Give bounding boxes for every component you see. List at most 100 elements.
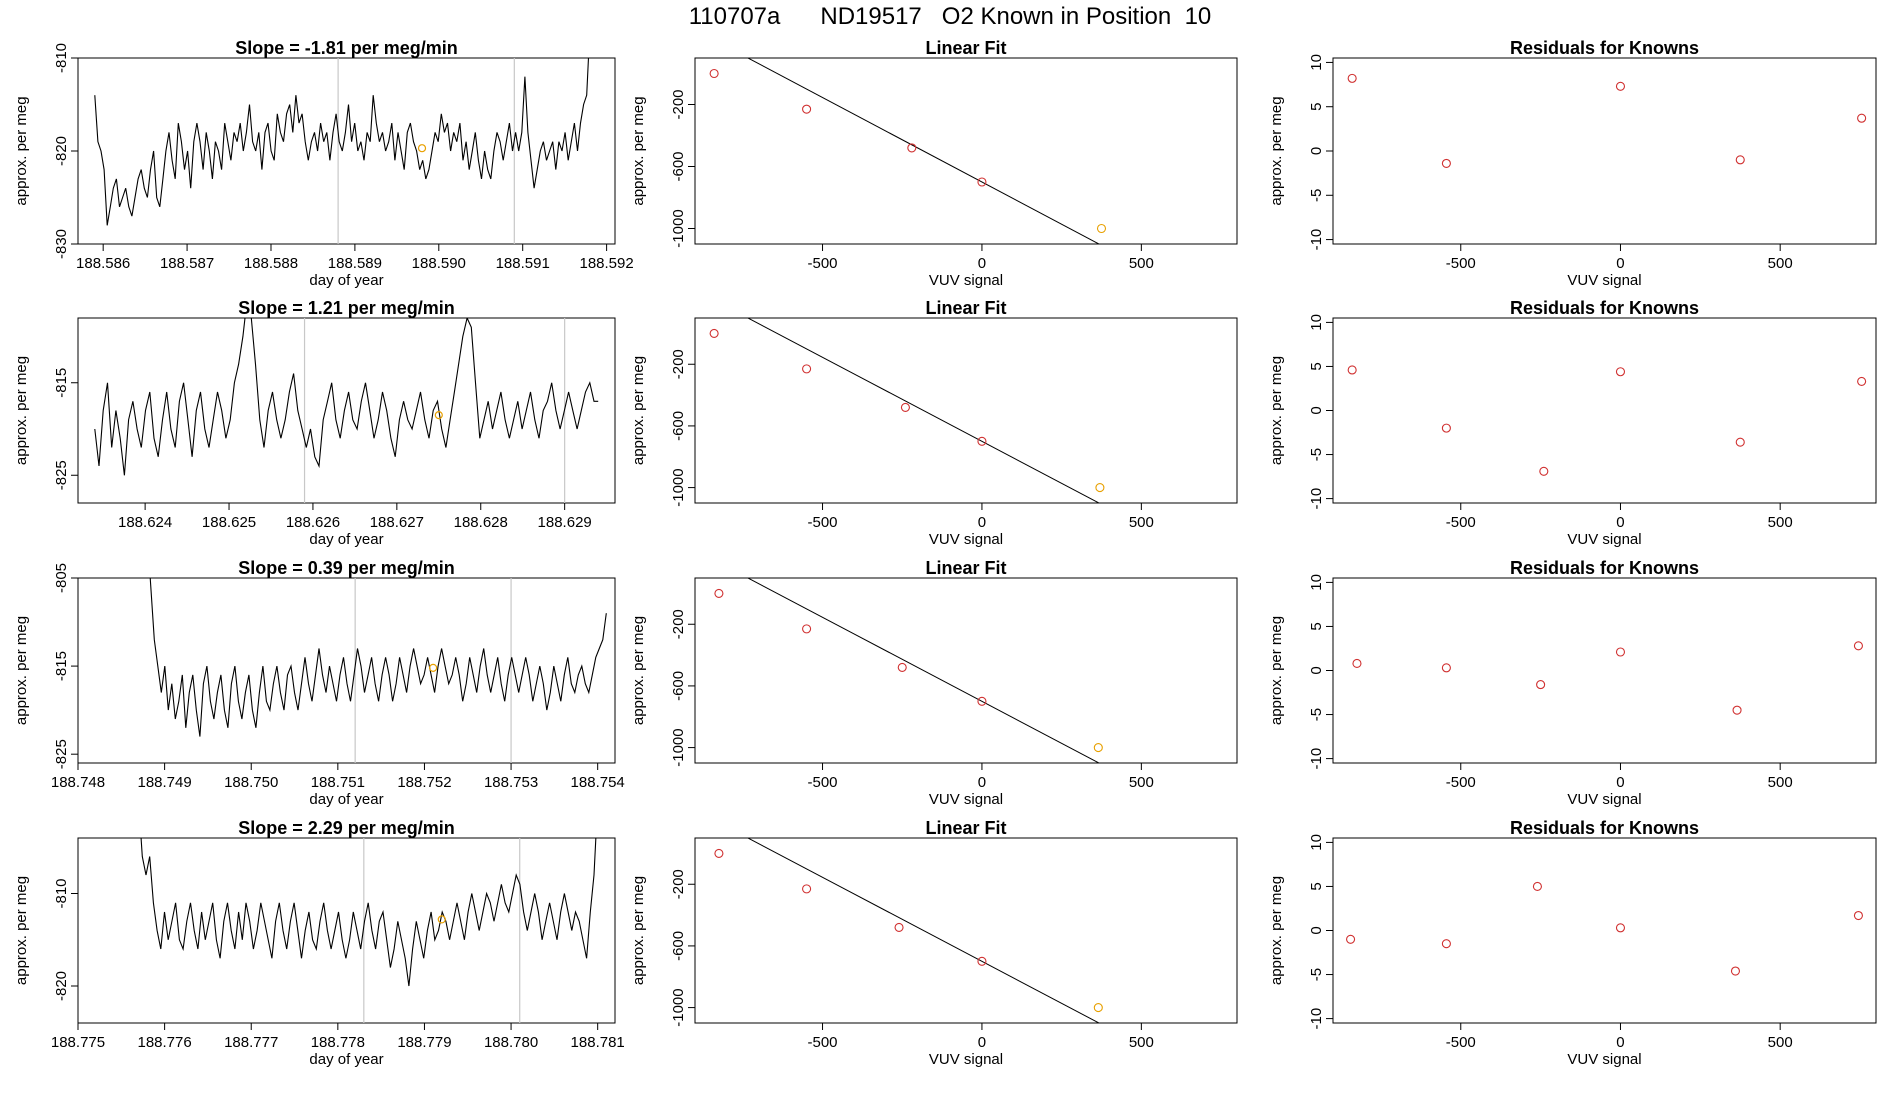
y-axis-label: approx. per meg (1268, 356, 1285, 465)
chart-title: Residuals for Knowns (1510, 38, 1699, 58)
data-point (1215, 276, 1223, 284)
data-point (802, 624, 812, 634)
x-tick-label: 0 (978, 514, 986, 531)
data-point (1615, 647, 1626, 657)
data-point (907, 143, 917, 153)
chart-title: Residuals for Knowns (1510, 298, 1699, 318)
y-tick-label: -5 (1308, 708, 1325, 721)
chart-panel-7: Slope = 0.39 per meg/min 188.748 188.749 18… (13, 558, 625, 808)
data-point (1441, 939, 1451, 949)
known-point (417, 144, 427, 153)
y-tick-label: -10 (1308, 229, 1325, 251)
x-tick-label: 188.624 (118, 514, 172, 531)
y-tick-label: -830 (53, 229, 70, 259)
x-tick-label: -500 (808, 514, 838, 531)
plot-area (1347, 73, 1867, 168)
y-tick-label: -1000 (670, 728, 687, 766)
chart-title: Linear Fit (925, 298, 1006, 318)
page-title: 110707a ND19517 O2 Known in Position 10 (688, 3, 1212, 30)
chart-panel-3: Residuals for Knowns -500 0 500 VUV signal -1… (1268, 38, 1877, 289)
fit-line (746, 58, 1101, 244)
chart-panel-4: Slope = 1.21 per meg/min 188.624 188.625 18… (13, 298, 616, 548)
x-tick-label: -500 (808, 255, 838, 272)
x-axis-label: VUV signal (1567, 1051, 1641, 1068)
series-line (140, 838, 597, 987)
y-tick-label: -825 (53, 739, 70, 769)
x-tick-label: 0 (978, 1034, 986, 1051)
chart-panel-9: Residuals for Knowns -500 0 500 VUV signal -1… (1268, 558, 1877, 808)
x-axis-label: VUV signal (929, 531, 1003, 548)
data-point (1857, 113, 1867, 123)
y-tick-label: -1000 (670, 209, 687, 247)
known-point (1096, 223, 1107, 234)
x-tick-label: 188.776 (137, 1034, 191, 1051)
known-point (434, 411, 443, 420)
known-point (429, 663, 438, 672)
chart-title: Linear Fit (925, 38, 1006, 58)
fit-line (746, 578, 1101, 763)
data-point (1853, 641, 1863, 651)
y-tick-label: -815 (53, 651, 70, 681)
data-point (802, 884, 812, 894)
plot-area (714, 578, 1103, 763)
data-point (1215, 534, 1223, 542)
x-tick-label: 188.754 (571, 774, 625, 791)
x-axis-label: day of year (309, 531, 383, 548)
data-point (897, 662, 907, 672)
data-point (1441, 158, 1451, 168)
data-point (1215, 1054, 1223, 1062)
data-point (802, 364, 812, 374)
y-tick-label: -600 (670, 671, 687, 701)
x-tick-label: 188.592 (579, 255, 633, 272)
data-point (977, 956, 987, 966)
known-point (1095, 483, 1105, 493)
data-point (1615, 923, 1626, 933)
known-point (1093, 743, 1103, 753)
y-tick-label: -815 (53, 368, 70, 398)
y-tick-label: -200 (670, 609, 687, 639)
plot-frame (694, 577, 1238, 764)
data-point (894, 922, 904, 932)
data-point (977, 177, 987, 187)
y-tick-label: 10 (1308, 574, 1325, 591)
chart-panel-5: Linear Fit -500 0 500 VUV signal -1000 -600 -20… (630, 298, 1238, 548)
data-point (977, 696, 987, 706)
x-tick-label: 0 (1616, 255, 1624, 272)
plot-area (714, 838, 1223, 1062)
plot-area (94, 58, 590, 244)
x-tick-label: -500 (1446, 255, 1476, 272)
x-tick-label: 188.748 (51, 774, 105, 791)
x-tick-label: -500 (1446, 514, 1476, 531)
chart-panel-6: Residuals for Knowns -500 0 500 VUV signal -1… (1268, 298, 1877, 548)
data-point (1347, 73, 1357, 83)
y-tick-label: -810 (53, 43, 70, 73)
fit-line (746, 318, 1101, 503)
data-point (709, 68, 719, 79)
data-point (1735, 155, 1745, 165)
x-tick-label: 500 (1768, 514, 1793, 531)
x-tick-label: 0 (978, 255, 986, 272)
plot-frame (1332, 317, 1877, 504)
x-tick-label: 0 (978, 774, 986, 791)
y-tick-label: -200 (670, 869, 687, 899)
x-axis-label: VUV signal (1567, 272, 1641, 289)
y-tick-label: 0 (1308, 147, 1325, 155)
x-tick-label: 500 (1129, 1034, 1154, 1051)
x-tick-label: 188.775 (51, 1034, 105, 1051)
x-tick-label: 188.779 (397, 1034, 451, 1051)
x-tick-label: 500 (1129, 514, 1154, 531)
x-tick-label: 500 (1768, 255, 1793, 272)
y-axis-label: approx. per meg (630, 616, 647, 725)
known-point (1093, 1003, 1103, 1013)
chart-title: Residuals for Knowns (1510, 558, 1699, 578)
data-point (1347, 365, 1357, 375)
chart-title: Slope = 0.39 per meg/min (238, 558, 455, 578)
x-tick-label: -500 (1446, 1034, 1476, 1051)
y-tick-label: 10 (1308, 54, 1325, 71)
x-tick-label: -500 (808, 774, 838, 791)
x-tick-label: 188.625 (202, 514, 256, 531)
x-tick-label: 188.753 (484, 774, 538, 791)
x-tick-label: 188.778 (311, 1034, 365, 1051)
x-tick-label: 188.781 (571, 1034, 625, 1051)
